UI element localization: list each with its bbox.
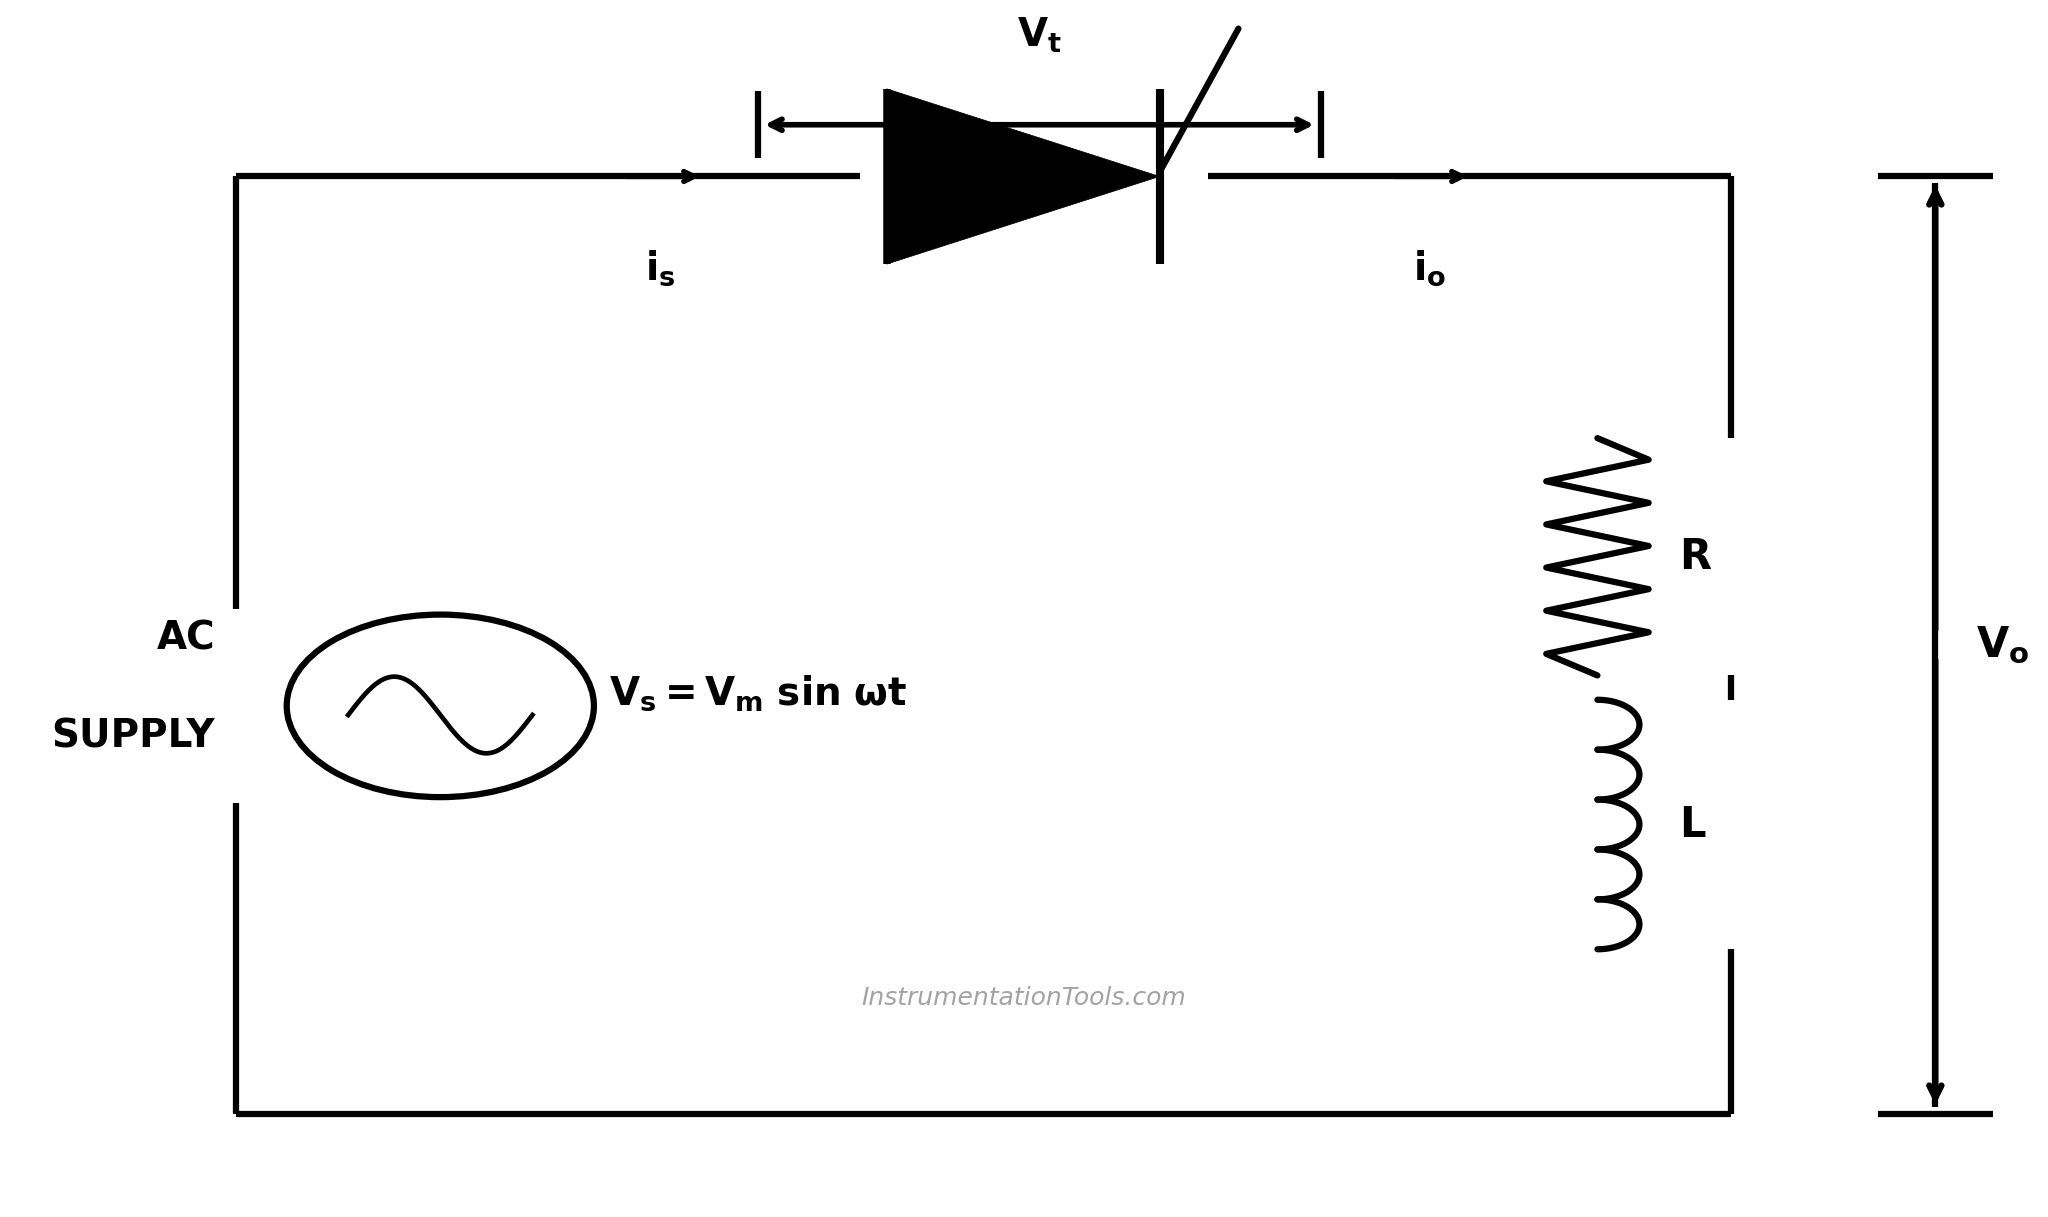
- Text: R: R: [1679, 535, 1712, 578]
- Text: SUPPLY: SUPPLY: [51, 717, 215, 756]
- Text: $\mathbf{i_s}$: $\mathbf{i_s}$: [645, 248, 676, 287]
- Text: AC: AC: [156, 619, 215, 658]
- Text: InstrumentationTools.com: InstrumentationTools.com: [862, 986, 1186, 1010]
- Polygon shape: [887, 89, 1159, 264]
- Text: $\mathbf{V_t}$: $\mathbf{V_t}$: [1018, 16, 1061, 55]
- Text: $\mathbf{V_o}$: $\mathbf{V_o}$: [1976, 624, 2030, 666]
- Text: L: L: [1679, 803, 1706, 846]
- Text: $\mathbf{V_s = V_m\ sin\ \omega t}$: $\mathbf{V_s = V_m\ sin\ \omega t}$: [610, 674, 907, 713]
- Text: $\mathbf{i_o}$: $\mathbf{i_o}$: [1413, 248, 1446, 287]
